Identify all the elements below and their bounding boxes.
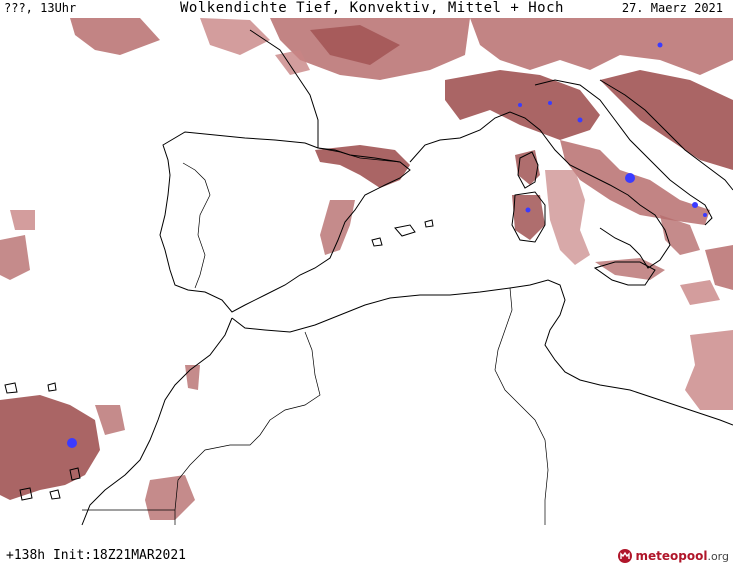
coastline-france [249, 29, 319, 148]
convective-cell [703, 213, 707, 217]
coastline-corsica [517, 151, 539, 189]
convective-cell [577, 117, 583, 123]
cloud-area-italy [595, 258, 665, 280]
cloud-area-sardinia [512, 195, 545, 240]
border-morocco-algeria [174, 331, 321, 525]
cloud-area-north [310, 25, 400, 65]
coastline-balearics [394, 224, 416, 237]
convective-cell [518, 103, 522, 107]
coastline-layer [4, 29, 733, 526]
coastline-balearics [424, 219, 434, 228]
coastline-canary [47, 382, 57, 392]
cloud-density-map [0, 18, 733, 526]
cloud-area-east [685, 330, 733, 410]
convective-cells [67, 42, 707, 448]
cloud-area-sardinia [515, 150, 540, 185]
cloud-area-atlantic [0, 235, 30, 280]
cloud-area-italy [560, 140, 710, 225]
forecast-date: 27. Maerz 2021 [621, 1, 723, 15]
map-footer: +138h Init:18Z21MAR2021 meteopool.org [0, 545, 733, 566]
coastline-balearics [371, 237, 383, 247]
coastline-canary [49, 489, 61, 500]
map-title: Wolkendichte Tief, Konvektiv, Mittel + H… [180, 0, 564, 16]
logo-text: meteopool.org [636, 549, 730, 563]
cloud-area-east [680, 280, 720, 305]
border-pyrenees [317, 147, 401, 163]
coastline-sicily [593, 261, 656, 286]
coastline-canary [69, 467, 81, 481]
meteopool-logo[interactable]: meteopool.org [617, 546, 730, 565]
coastline-canary [19, 487, 33, 501]
meteopool-logo-icon [617, 548, 632, 563]
cloud-area-atlantic [10, 210, 35, 230]
model-run-info: +138h Init:18Z21MAR2021 [6, 548, 187, 563]
convective-cell [548, 101, 552, 105]
border-spain-portugal [182, 162, 211, 289]
cloud-area-north [470, 18, 733, 75]
cloud-area-canary [145, 475, 195, 520]
cloud-area-spain-east [320, 200, 355, 255]
convective-cell [625, 173, 635, 183]
coastline-adriatic [534, 79, 713, 226]
convective-cell [692, 202, 698, 208]
coastline-balkans [599, 79, 733, 191]
cloud-area-north [200, 18, 270, 55]
forecast-day-label: ???, 13Uhr [4, 1, 77, 15]
convective-cell [67, 438, 77, 448]
cloud-area-pyrenees [315, 145, 410, 188]
convective-cell [657, 42, 663, 48]
logo-tld: .org [707, 549, 729, 563]
cloud-area-italy [545, 170, 590, 265]
convective-cell [525, 207, 531, 213]
cloud-area-italy [600, 70, 733, 170]
cloud-area-canary [0, 395, 100, 500]
cloud-area-canary [95, 405, 125, 435]
coastline-north-africa [231, 279, 733, 426]
cloud-cover-layer [0, 18, 733, 520]
cloud-area-east [705, 245, 733, 290]
border-algeria-tunisia [494, 287, 549, 525]
cloud-area-north [70, 18, 160, 55]
coastline-morocco [81, 317, 233, 526]
coastline-canary [4, 382, 18, 394]
logo-main: meteopool [635, 548, 708, 563]
coastline-sardinia [511, 191, 546, 243]
cloud-area-italy [445, 70, 600, 140]
